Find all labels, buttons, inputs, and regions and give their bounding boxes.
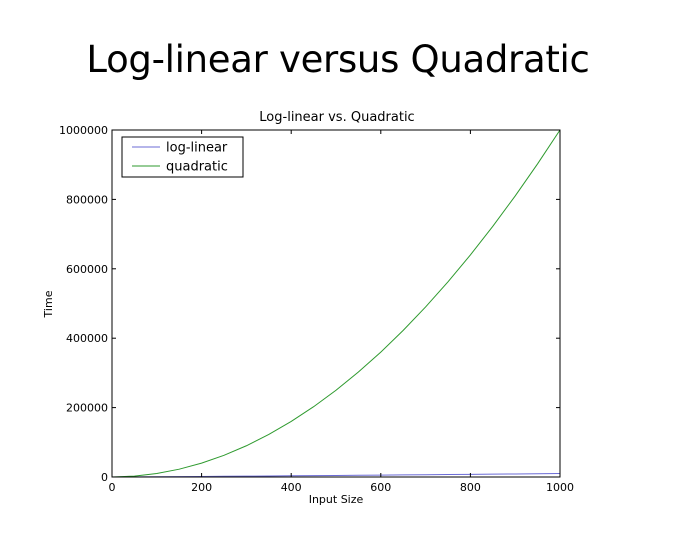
plot-frame bbox=[111, 129, 561, 478]
x-tick-label: 200 bbox=[191, 481, 212, 494]
legend: log-linear quadratic bbox=[121, 136, 244, 178]
y-tick-label: 400000 bbox=[66, 332, 108, 345]
plot-area bbox=[111, 129, 561, 478]
x-tick-label: 0 bbox=[109, 481, 116, 494]
y-tick-label: 800000 bbox=[66, 193, 108, 206]
x-tick-label: 400 bbox=[281, 481, 302, 494]
y-axis-label: Time bbox=[42, 290, 55, 318]
y-tick-label: 200000 bbox=[66, 402, 108, 415]
x-tick-label: 1000 bbox=[546, 481, 574, 494]
slide-title: Log-linear versus Quadratic bbox=[86, 38, 590, 81]
x-tick-label: 800 bbox=[460, 481, 481, 494]
legend-label-quadratic: quadratic bbox=[166, 160, 228, 175]
x-tick-label: 600 bbox=[370, 481, 391, 494]
chart-title: Log-linear vs. Quadratic bbox=[259, 110, 414, 125]
y-tick-label: 600000 bbox=[66, 263, 108, 276]
x-axis-label: Input Size bbox=[309, 493, 364, 506]
y-tick-label: 1000000 bbox=[59, 124, 108, 137]
legend-label-log-linear: log-linear bbox=[166, 141, 228, 156]
series-line-log-linear bbox=[111, 473, 561, 478]
y-tick-label: 0 bbox=[101, 471, 108, 484]
legend-box bbox=[121, 136, 244, 178]
axis-ticks: 0 200 400 600 800 1000 0 200000 400000 600000 8000… bbox=[59, 124, 574, 494]
series-line-quadratic bbox=[111, 129, 561, 478]
